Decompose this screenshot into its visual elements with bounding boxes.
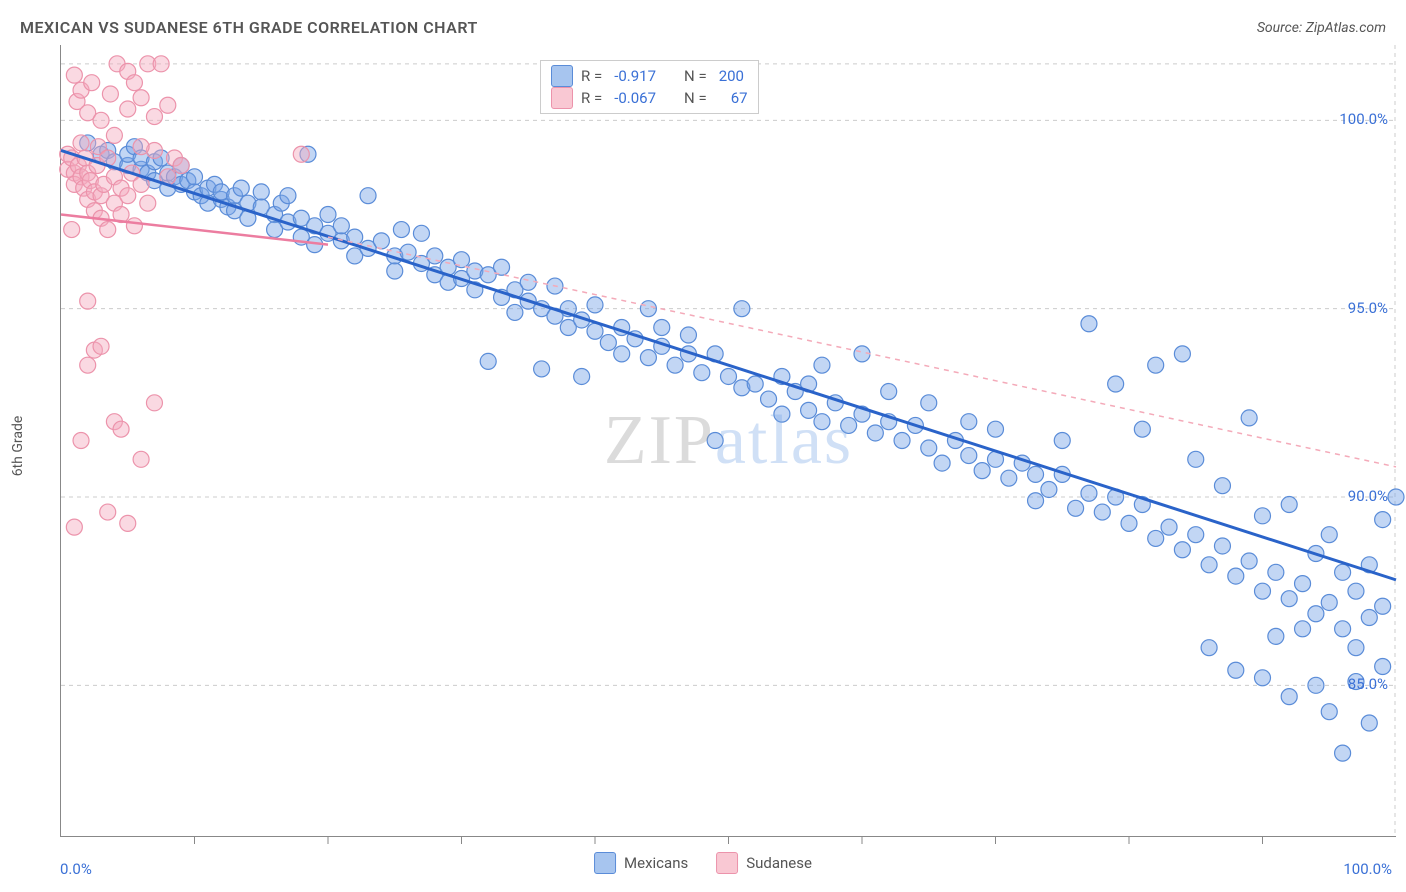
y-tick-label: 90.0% <box>1348 487 1388 505</box>
bottom-label-mexicans: Mexicans <box>624 854 688 872</box>
swatch-sudanese <box>551 87 573 109</box>
y-tick-label: 85.0% <box>1348 675 1388 693</box>
r-value-0: -0.917 <box>614 67 656 85</box>
bottom-swatch-sudanese <box>716 852 738 874</box>
bottom-label-sudanese: Sudanese <box>746 854 812 872</box>
x-axis-min-label: 0.0% <box>60 860 92 878</box>
n-label-1: N = <box>684 89 707 107</box>
swatch-mexicans <box>551 65 573 87</box>
bottom-legend-sudanese: Sudanese <box>716 852 812 874</box>
source-label: Source: ZipAtlas.com <box>1257 20 1386 36</box>
bottom-legend: Mexicans Sudanese <box>594 852 812 874</box>
y-axis-label: 6th Grade <box>10 416 26 477</box>
n-label-0: N = <box>684 67 707 85</box>
plot-svg <box>61 45 1396 836</box>
r-label-0: R = <box>581 67 602 85</box>
n-value-1: 67 <box>731 89 748 107</box>
stats-legend: R = -0.917 N = 200 R = -0.067 N = 67 <box>540 60 759 114</box>
correlation-chart: MEXICAN VS SUDANESE 6TH GRADE CORRELATIO… <box>0 0 1406 892</box>
x-axis-max-label: 100.0% <box>1343 860 1392 878</box>
y-tick-label: 95.0% <box>1348 299 1388 317</box>
n-value-0: 200 <box>719 67 744 85</box>
chart-title: MEXICAN VS SUDANESE 6TH GRADE CORRELATIO… <box>20 18 478 37</box>
plot-area: ZIPatlas <box>60 45 1396 837</box>
stats-legend-row-0: R = -0.917 N = 200 <box>551 65 748 87</box>
r-value-1: -0.067 <box>614 89 656 107</box>
bottom-swatch-mexicans <box>594 852 616 874</box>
r-label-1: R = <box>581 89 602 107</box>
bottom-legend-mexicans: Mexicans <box>594 852 688 874</box>
y-tick-label: 100.0% <box>1339 110 1388 128</box>
stats-legend-row-1: R = -0.067 N = 67 <box>551 87 748 109</box>
